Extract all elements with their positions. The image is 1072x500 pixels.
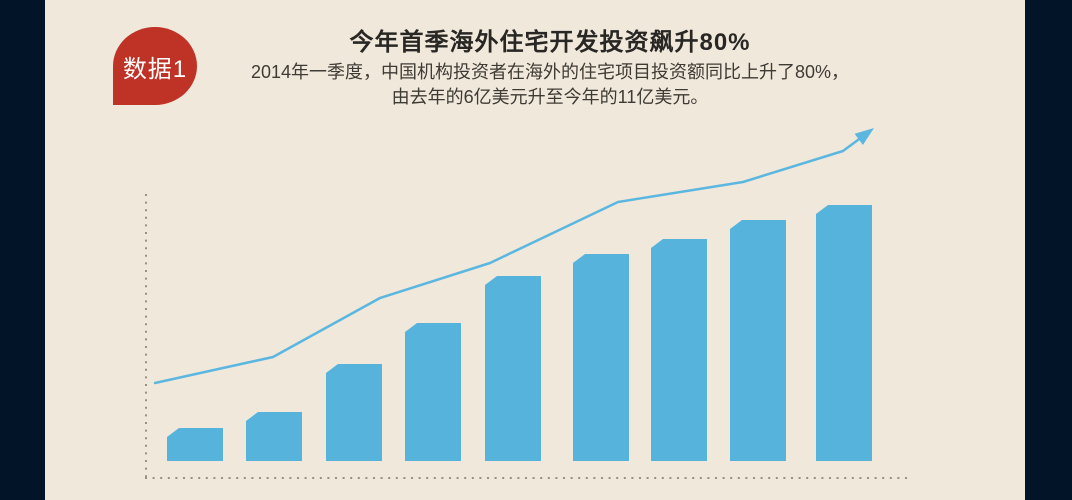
left-background-strip — [0, 0, 45, 500]
bar-9 — [816, 205, 872, 461]
chart-subtitle-line2: 由去年的6亿美元升至今年的11亿美元。 — [391, 87, 709, 107]
bar-3 — [326, 364, 382, 461]
bar-4 — [405, 323, 461, 461]
right-background-strip — [1025, 0, 1072, 500]
bar-8 — [730, 220, 786, 461]
bar-2 — [246, 412, 302, 461]
badge-label: 数据1 — [122, 55, 188, 83]
trend-line — [153, 132, 868, 385]
bar-6 — [573, 254, 629, 461]
bar-1 — [167, 428, 223, 461]
bar-7 — [651, 239, 707, 461]
header: 今年首季海外住宅开发投资飙升80% 2014年一季度，中国机构投资者在海外的住宅… — [120, 26, 980, 110]
bar-5 — [485, 276, 541, 461]
data-badge: 数据1 — [113, 27, 197, 105]
chart-title: 今年首季海外住宅开发投资飙升80% — [349, 29, 751, 56]
trend-arrowhead — [854, 128, 875, 145]
chart-subtitle-line1: 2014年一季度，中国机构投资者在海外的住宅项目投资额同比上升了80%， — [250, 62, 850, 82]
